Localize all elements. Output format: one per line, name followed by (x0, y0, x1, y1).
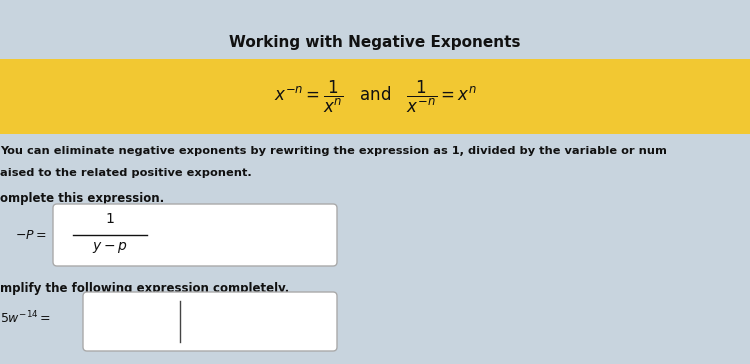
Text: $5w^{-14}=$: $5w^{-14}=$ (0, 310, 51, 326)
Text: $x^{-n} = \dfrac{1}{x^n}$   and   $\dfrac{1}{x^{-n}} = x^n$: $x^{-n} = \dfrac{1}{x^n}$ and $\dfrac{1}… (274, 78, 476, 115)
Text: Working with Negative Exponents: Working with Negative Exponents (230, 35, 520, 50)
Text: $y-p$: $y-p$ (92, 240, 128, 255)
Text: $-P=$: $-P=$ (15, 229, 47, 241)
FancyBboxPatch shape (53, 204, 337, 266)
FancyBboxPatch shape (83, 292, 337, 351)
Bar (0, 59, 750, 134)
Text: aised to the related positive exponent.: aised to the related positive exponent. (0, 168, 252, 178)
Text: mplify the following expression completely.: mplify the following expression complete… (0, 282, 290, 295)
Text: omplete this expression.: omplete this expression. (0, 192, 164, 205)
Text: You can eliminate negative exponents by rewriting the expression as 1, divided b: You can eliminate negative exponents by … (0, 146, 667, 156)
Text: 1: 1 (106, 212, 115, 226)
